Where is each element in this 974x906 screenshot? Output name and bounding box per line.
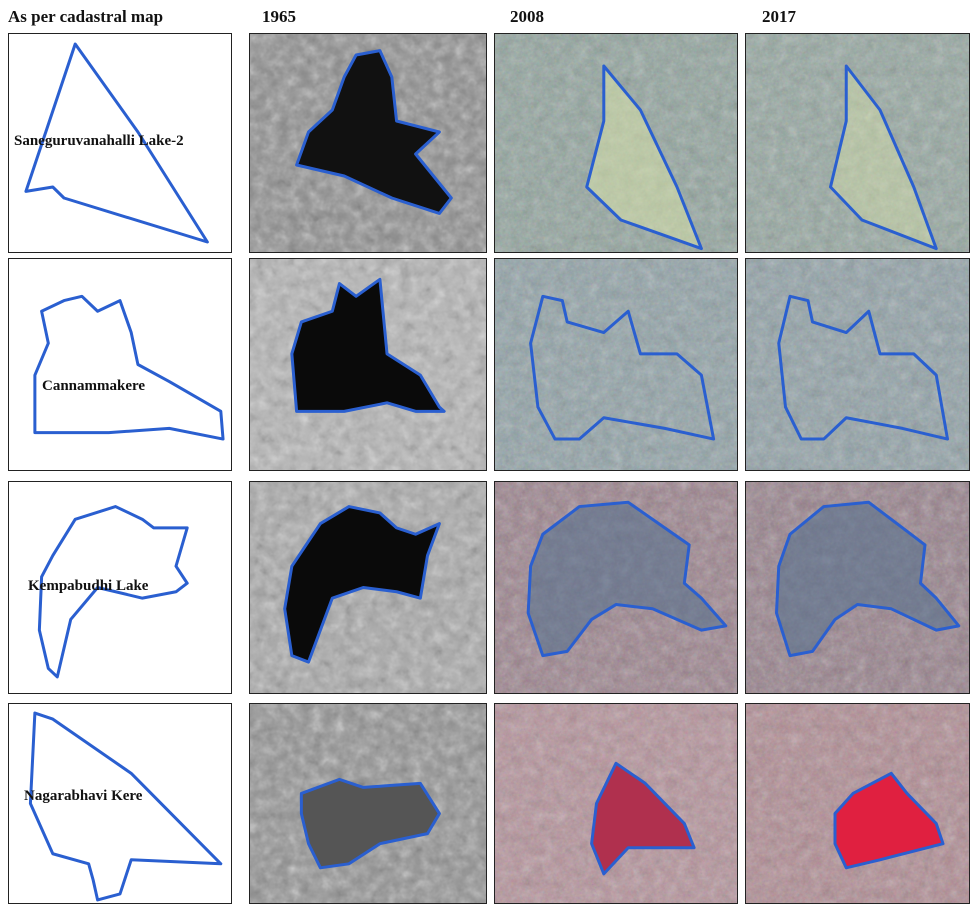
image-panel bbox=[8, 703, 232, 904]
lake-boundary bbox=[26, 44, 207, 242]
image-panel bbox=[745, 481, 970, 694]
panel-texture bbox=[745, 258, 970, 471]
labels: Saneguruvanahalli Lake-2 Cannammakere Kemp… bbox=[14, 133, 184, 804]
panels bbox=[8, 33, 970, 904]
panel-border bbox=[249, 481, 487, 694]
lake-boundary bbox=[39, 507, 187, 677]
panel-border bbox=[745, 33, 970, 253]
image-panel bbox=[249, 481, 487, 694]
lake-boundary bbox=[779, 296, 948, 439]
lake-label: Kempabudhi Lake bbox=[28, 578, 149, 594]
image-panel bbox=[494, 258, 738, 471]
panel-border bbox=[8, 258, 232, 471]
image-panel bbox=[8, 33, 232, 253]
lake-label: Cannammakere bbox=[42, 378, 145, 394]
image-panel bbox=[249, 703, 487, 904]
lake-boundary bbox=[30, 713, 220, 900]
panel-border bbox=[494, 258, 738, 471]
lake-boundary bbox=[528, 502, 726, 655]
panel-border bbox=[8, 481, 232, 694]
lake-label: Saneguruvanahalli Lake-2 bbox=[14, 133, 184, 149]
image-panel bbox=[494, 481, 738, 694]
image-panel bbox=[494, 703, 738, 904]
lake-boundary bbox=[301, 779, 439, 867]
panel-border bbox=[494, 703, 738, 904]
panel-background bbox=[8, 703, 232, 904]
panel-border bbox=[494, 481, 738, 694]
image-panel bbox=[745, 703, 970, 904]
image-panel bbox=[249, 258, 487, 471]
panel-border bbox=[249, 703, 487, 904]
image-panel bbox=[8, 258, 232, 471]
panel-border bbox=[494, 33, 738, 253]
image-panel bbox=[494, 33, 738, 253]
column-header: 1965 bbox=[262, 7, 296, 26]
image-panel bbox=[745, 258, 970, 471]
panel-border bbox=[249, 258, 487, 471]
lake-boundary bbox=[292, 279, 444, 411]
image-panel bbox=[745, 33, 970, 253]
column-header: As per cadastral map bbox=[8, 7, 163, 26]
lake-label: Nagarabhavi Kere bbox=[24, 788, 143, 804]
lake-boundary bbox=[831, 66, 937, 249]
image-panel bbox=[249, 33, 487, 253]
panel-border bbox=[249, 33, 487, 253]
panel-border bbox=[8, 703, 232, 904]
image-panel bbox=[8, 481, 232, 694]
panel-texture bbox=[494, 258, 738, 471]
panel-border bbox=[745, 258, 970, 471]
lake-boundary bbox=[587, 66, 702, 249]
lake-boundary bbox=[531, 296, 714, 439]
panel-background bbox=[8, 258, 232, 471]
panel-border bbox=[745, 481, 970, 694]
lake-boundary bbox=[297, 51, 452, 214]
lake-boundary bbox=[592, 763, 694, 874]
lake-boundary bbox=[285, 507, 440, 662]
lake-boundary bbox=[835, 773, 943, 867]
lake-boundary bbox=[35, 296, 223, 439]
column-header: 2017 bbox=[762, 7, 797, 26]
lake-boundary bbox=[777, 502, 959, 655]
column-header: 2008 bbox=[510, 7, 544, 26]
panel-border bbox=[745, 703, 970, 904]
panel-border bbox=[8, 33, 232, 253]
